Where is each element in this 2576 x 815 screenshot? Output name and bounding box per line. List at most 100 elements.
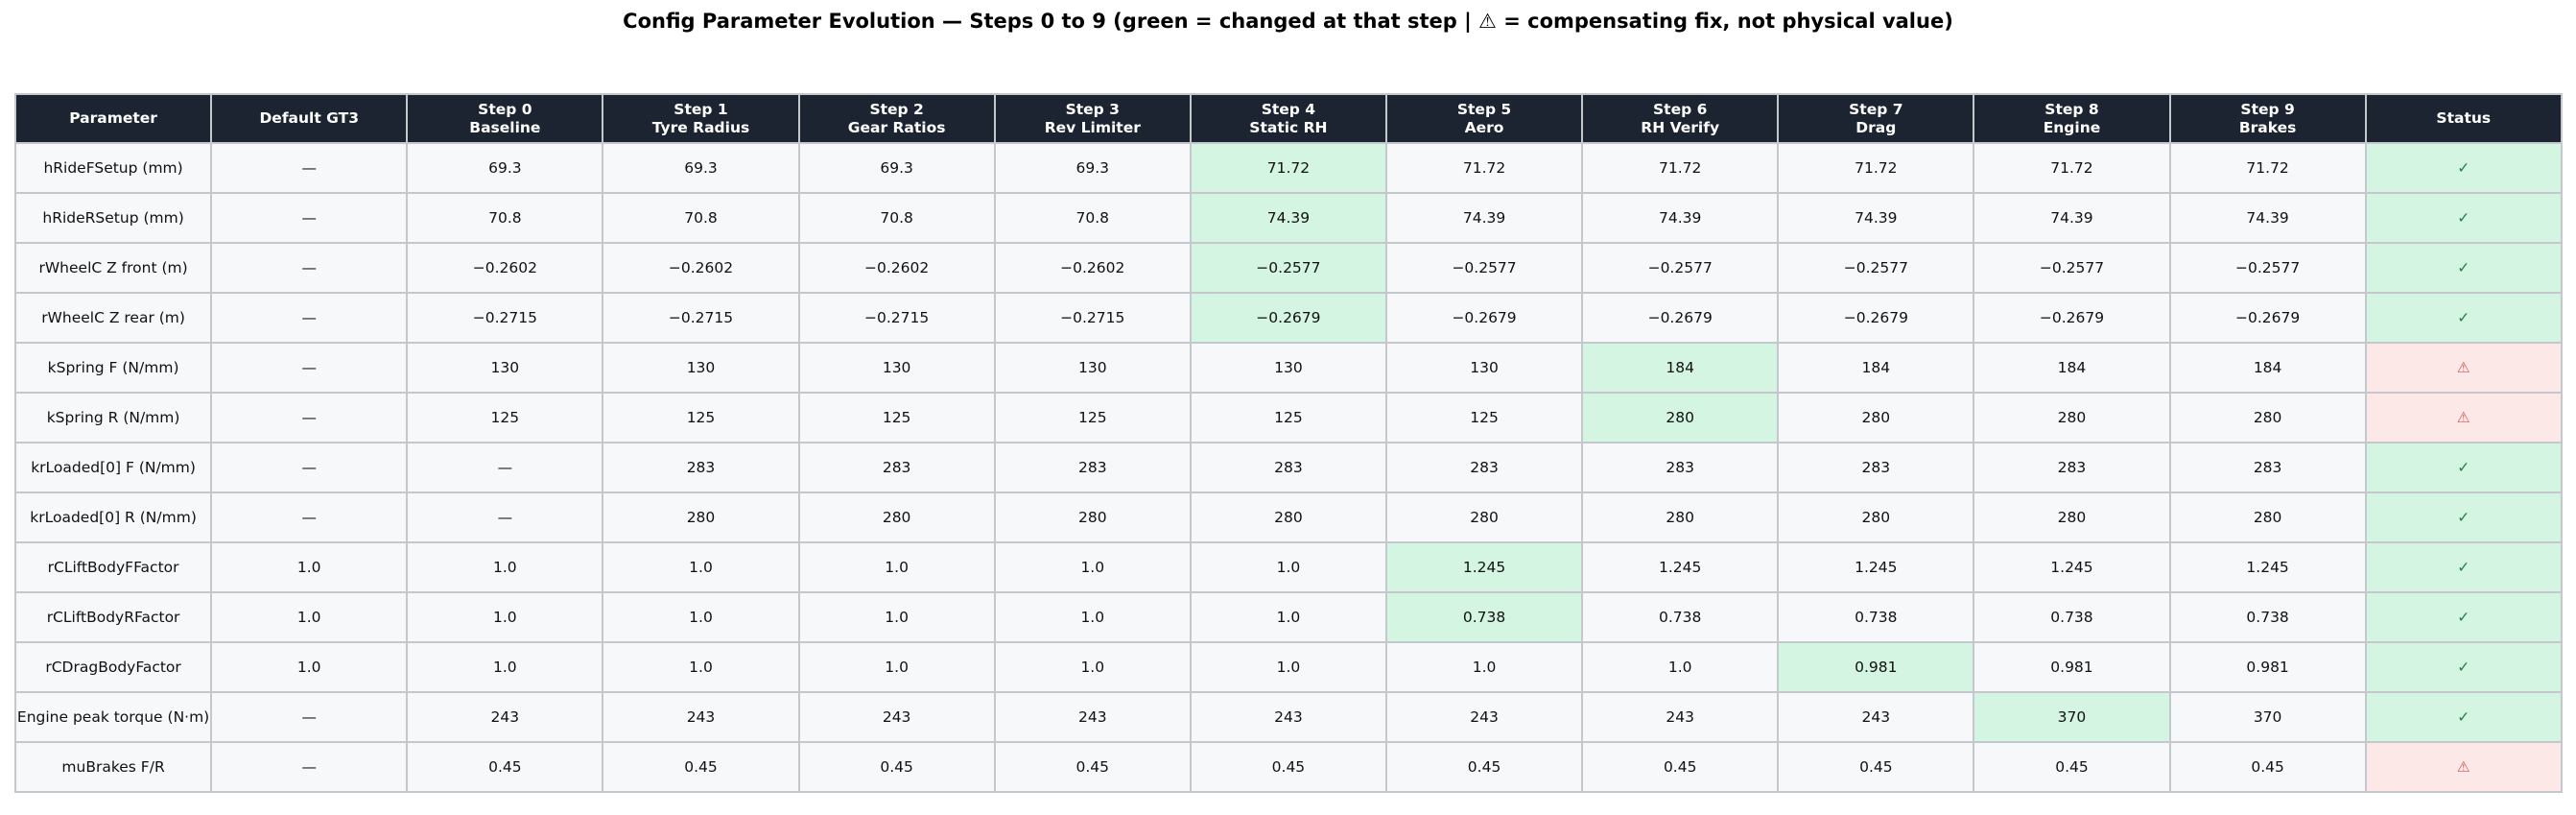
table-row: rCLiftBodyRFactor 1.0 1.0 1.0 1.0 1.0 1.0 0.738… [13,591,2563,643]
value-cell: 71.72 [1777,142,1975,194]
value-cell: — [210,691,409,743]
parameter-name-cell: krLoaded[0] F (N/mm) [13,442,213,493]
parameter-name-cell: rCLiftBodyFFactor [13,541,213,593]
parameter-evolution-table: Parameter Default GT3 Step 0 Baseline Step 1… [13,93,2563,793]
value-cell: −0.2577 [1777,242,1975,294]
value-cell: −0.2715 [406,292,604,344]
value-cell: 1.0 [1189,591,1387,643]
column-header: Status [2364,93,2563,144]
value-cell: 280 [993,491,1192,543]
value-cell: 1.0 [210,591,409,643]
value-cell: 1.0 [602,541,800,593]
value-cell: 1.245 [1973,541,2171,593]
value-cell: 243 [797,691,996,743]
value-cell: 243 [1384,691,1584,743]
value-cell: −0.2679 [1384,292,1584,344]
value-cell: 283 [2168,442,2367,493]
column-header-line1: Parameter [69,109,157,127]
value-cell: 283 [1777,442,1975,493]
value-cell: 0.738 [2168,591,2367,643]
value-cell: 130 [602,342,800,394]
value-cell: 0.45 [2168,741,2367,793]
changed-value-cell: −0.2577 [1189,242,1387,294]
column-header-line2: Aero [1464,118,1504,136]
value-cell: 0.45 [602,741,800,793]
value-cell: 1.245 [1777,541,1975,593]
column-header-line2: Static RH [1249,118,1328,136]
value-cell: 1.0 [993,591,1192,643]
column-header-line2: Gear Ratios [847,118,946,136]
value-cell: 71.72 [1581,142,1780,194]
column-header-line2: RH Verify [1641,118,1720,136]
value-cell: 1.0 [602,591,800,643]
table-row: hRideRSetup (mm) —70.8 70.8 70.8 70.8 74.39 74… [13,192,2563,244]
value-cell: 125 [1384,392,1584,443]
value-cell: 0.981 [2168,641,2367,693]
value-cell: 1.0 [210,541,409,593]
value-cell: −0.2602 [602,242,800,294]
changed-value-cell: −0.2679 [1189,292,1387,344]
parameter-name-cell: muBrakes F/R [13,741,213,793]
changed-value-cell: 0.738 [1384,591,1584,643]
value-cell: 70.8 [993,192,1192,244]
value-cell: 1.0 [406,541,604,593]
status-ok-cell: ✓ [2364,242,2563,294]
table-row: krLoaded[0] F (N/mm) — —283 283 283 283 283 283… [13,442,2563,493]
value-cell: 74.39 [1973,192,2171,244]
value-cell: −0.2679 [2168,292,2367,344]
value-cell: 0.45 [1384,741,1584,793]
parameter-name-cell: kSpring F (N/mm) [13,342,213,394]
value-cell: 283 [1189,442,1387,493]
value-cell: — [210,192,409,244]
value-cell: 243 [1581,691,1780,743]
value-cell: 74.39 [1581,192,1780,244]
value-cell: 71.72 [2168,142,2367,194]
status-ok-cell: ✓ [2364,691,2563,743]
column-header: Step 4 Static RH [1189,93,1387,144]
parameter-name-cell: Engine peak torque (N·m) [13,691,213,743]
column-header: Step 8 Engine [1973,93,2171,144]
status-ok-cell: ✓ [2364,491,2563,543]
value-cell: 125 [406,392,604,443]
value-cell: — [210,442,409,493]
value-cell: 370 [2168,691,2367,743]
value-cell: 1.0 [406,641,604,693]
status-ok-cell: ✓ [2364,442,2563,493]
value-cell: 280 [2168,491,2367,543]
value-cell: 243 [406,691,604,743]
column-header-line1: Step 3 [1065,100,1120,118]
value-cell: 0.45 [1973,741,2171,793]
column-header-line1: Step 0 [478,100,532,118]
value-cell: 0.45 [1189,741,1387,793]
value-cell: 280 [1777,392,1975,443]
value-cell: −0.2715 [602,292,800,344]
value-cell: 280 [1973,392,2171,443]
value-cell: −0.2679 [1777,292,1975,344]
value-cell: 1.0 [1189,541,1387,593]
parameter-name-cell: rCDragBodyFactor [13,641,213,693]
status-ok-cell: ✓ [2364,192,2563,244]
value-cell: 130 [797,342,996,394]
value-cell: 0.45 [406,741,604,793]
changed-value-cell: 280 [1581,392,1780,443]
status-warning-cell: ⚠ [2364,342,2563,394]
table-row: rWheelC Z rear (m) — −0.2715 −0.2715 −0.2715… [13,292,2563,344]
value-cell: 125 [797,392,996,443]
value-cell: 243 [993,691,1192,743]
changed-value-cell: 0.981 [1777,641,1975,693]
value-cell: 74.39 [1384,192,1584,244]
value-cell: 0.738 [1777,591,1975,643]
column-header: Parameter [13,93,213,144]
status-ok-cell: ✓ [2364,641,2563,693]
value-cell: 1.0 [797,591,996,643]
value-cell: −0.2679 [1973,292,2171,344]
table-row: rCLiftBodyFFactor 1.0 1.0 1.0 1.0 1.0 1.0 1.245… [13,541,2563,593]
value-cell: 1.245 [1581,541,1780,593]
value-cell: −0.2602 [797,242,996,294]
value-cell: 0.981 [1973,641,2171,693]
value-cell: −0.2715 [797,292,996,344]
value-cell: — [406,442,604,493]
value-cell: 69.3 [602,142,800,194]
changed-value-cell: 184 [1581,342,1780,394]
value-cell: 283 [1581,442,1780,493]
